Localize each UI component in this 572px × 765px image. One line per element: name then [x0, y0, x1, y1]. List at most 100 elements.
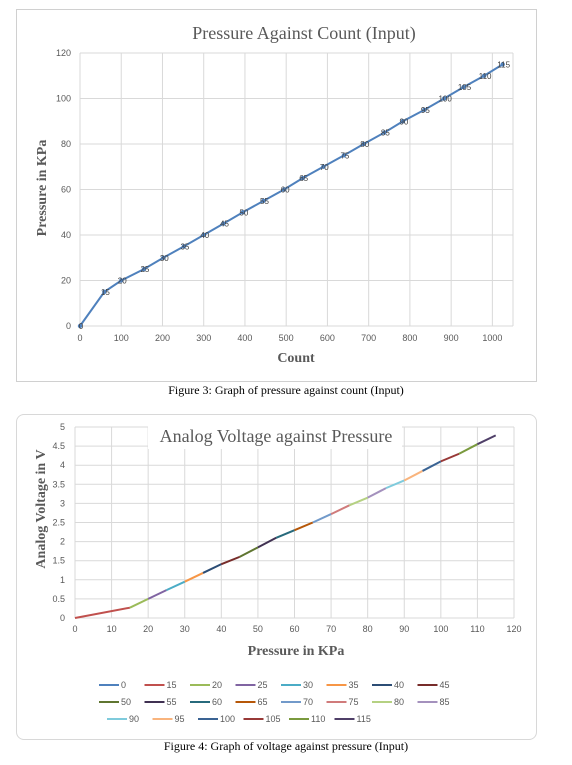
data-label: 90: [399, 117, 408, 126]
data-point: [281, 187, 287, 192]
x-tick-label: 100: [114, 333, 129, 343]
series-segment: [476, 434, 497, 446]
data-label: 95: [421, 106, 430, 115]
y-tick-label: 120: [56, 48, 71, 58]
x-tick-label: 100: [433, 624, 448, 634]
data-label: 110: [479, 72, 492, 81]
chart-title: Analog Voltage against Pressure: [160, 426, 393, 446]
data-point: [77, 323, 83, 329]
data-point: [361, 141, 366, 147]
chart-title: Pressure Against Count (Input): [192, 23, 415, 44]
y-tick-label: 60: [61, 185, 71, 195]
series-segment: [385, 479, 405, 490]
data-label: 100: [438, 95, 452, 104]
data-label: 40: [200, 231, 209, 240]
x-tick-label: 700: [361, 333, 376, 343]
legend-label: 55: [167, 697, 177, 707]
data-point: [102, 289, 107, 295]
x-tick-label: 60: [289, 624, 299, 634]
y-tick-label: 40: [61, 230, 71, 240]
x-tick-label: 110: [470, 624, 484, 634]
series-segment: [147, 589, 167, 600]
y-tick-label: 4.5: [52, 441, 65, 451]
legend-label: 45: [440, 680, 450, 690]
legend-label: 15: [167, 680, 177, 690]
chart-title-background: [148, 424, 402, 449]
data-point: [481, 73, 487, 78]
y-tick-label: 1.5: [52, 556, 65, 566]
chart-voltage-vs-pressure-svg: 0 10 20 30 40 50 60 70 80 90 100 110 12000.511.522.5…: [34, 422, 522, 724]
y-tick-label: 1: [60, 575, 65, 585]
data-point: [341, 153, 347, 158]
y-tick-label: 3.5: [52, 479, 65, 489]
legend-label: 0: [121, 680, 126, 690]
y-tick-label: 100: [56, 94, 71, 104]
x-tick-label: 600: [320, 333, 335, 343]
x-tick-label: 30: [180, 624, 190, 634]
x-tick-label: 120: [506, 624, 521, 634]
y-tick-label: 2: [60, 537, 65, 547]
y-axis-title: Analog Voltage in V: [34, 449, 49, 568]
legend-label: 100: [220, 714, 235, 724]
data-label: 45: [220, 220, 229, 229]
series-segment: [220, 555, 240, 566]
series-segment: [275, 529, 295, 539]
data-point: [261, 198, 266, 204]
legend-label: 50: [121, 697, 131, 707]
x-tick-label: 400: [237, 333, 252, 343]
x-tick-label: 900: [444, 333, 459, 343]
data-point: [422, 107, 427, 113]
x-tick-label: 800: [402, 333, 417, 343]
data-point: [201, 232, 206, 238]
data-label: 85: [381, 129, 390, 138]
series-segment: [458, 443, 478, 455]
series-segment: [129, 597, 149, 609]
data-point: [321, 164, 326, 169]
data-label: 65: [299, 174, 308, 183]
legend-label: 25: [258, 680, 268, 690]
legend-label: 70: [303, 697, 313, 707]
data-point: [119, 278, 124, 283]
data-label: 30: [160, 254, 169, 263]
legend-label: 65: [258, 697, 268, 707]
figure-3-caption: Figure 3: Graph of pressure against coun…: [168, 383, 404, 397]
x-tick-label: 50: [253, 624, 263, 634]
y-tick-label: 3: [60, 498, 65, 508]
chart-pressure-vs-count: Pressure Against Count (Input) Count Pre…: [16, 9, 537, 382]
x-tick-label: 40: [216, 624, 226, 634]
x-tick-label: 200: [155, 333, 170, 343]
data-label: 0: [79, 322, 84, 331]
legend-label: 35: [349, 680, 359, 690]
series-segment: [330, 504, 350, 515]
data-label: 70: [320, 163, 329, 172]
data-label: 20: [118, 277, 127, 286]
y-tick-label: 0.5: [52, 594, 65, 604]
legend-label: 115: [357, 714, 371, 724]
figure-4-caption: Figure 4: Graph of voltage against press…: [163, 739, 409, 753]
legend-label: 105: [266, 714, 281, 724]
data-point: [300, 175, 305, 181]
x-tick-label: 0: [77, 333, 82, 343]
data-point: [240, 210, 246, 215]
series-segment: [440, 452, 460, 463]
x-axis-title: Pressure in KPa: [248, 644, 345, 659]
y-tick-label: 80: [61, 139, 71, 149]
data-label: 115: [497, 60, 510, 69]
data-label: 55: [260, 197, 269, 206]
x-tick-label: 500: [279, 333, 294, 343]
x-tick-label: 0: [72, 624, 77, 634]
data-point: [500, 62, 505, 67]
legend-label: 75: [349, 697, 359, 707]
data-point: [441, 96, 447, 101]
data-point: [161, 255, 166, 260]
series-segment: [367, 487, 387, 499]
series-segment: [184, 572, 204, 583]
data-label: 50: [239, 208, 248, 217]
series-segment: [74, 606, 131, 619]
x-tick-label: 90: [399, 624, 409, 634]
data-point: [221, 221, 226, 226]
data-label: 105: [458, 83, 472, 92]
data-point: [400, 119, 406, 124]
data-point: [141, 266, 147, 272]
x-tick-label: 10: [107, 624, 117, 634]
